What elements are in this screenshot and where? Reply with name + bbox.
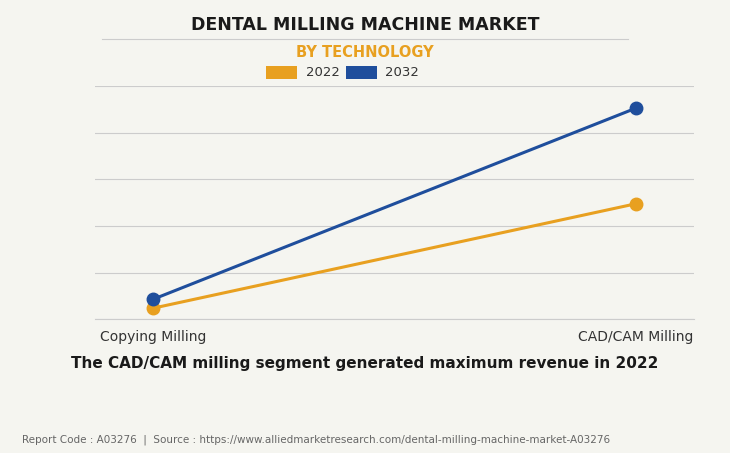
Text: The CAD/CAM milling segment generated maximum revenue in 2022: The CAD/CAM milling segment generated ma… bbox=[72, 356, 658, 371]
Text: DENTAL MILLING MACHINE MARKET: DENTAL MILLING MACHINE MARKET bbox=[191, 16, 539, 34]
Text: 2032: 2032 bbox=[385, 66, 419, 79]
Text: BY TECHNOLOGY: BY TECHNOLOGY bbox=[296, 45, 434, 60]
Text: Report Code : A03276  |  Source : https://www.alliedmarketresearch.com/dental-mi: Report Code : A03276 | Source : https://… bbox=[22, 434, 610, 445]
Text: 2022: 2022 bbox=[306, 66, 339, 79]
